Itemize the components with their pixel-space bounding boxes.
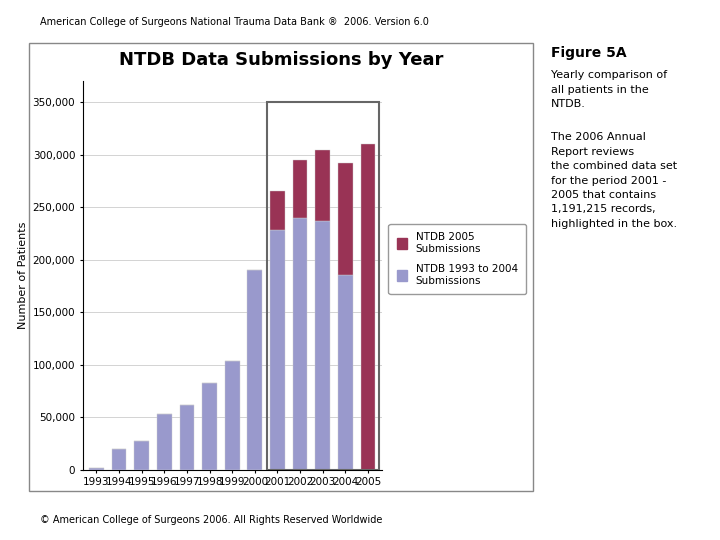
Bar — [112, 449, 127, 470]
Text: NTDB Data Submissions by Year: NTDB Data Submissions by Year — [119, 51, 443, 69]
Bar — [315, 221, 330, 470]
Bar — [157, 414, 171, 470]
Legend: NTDB 2005
Submissions, NTDB 1993 to 2004
Submissions: NTDB 2005 Submissions, NTDB 1993 to 2004… — [388, 224, 526, 294]
Bar — [225, 361, 240, 470]
Text: © American College of Surgeons 2006. All Rights Reserved Worldwide: © American College of Surgeons 2006. All… — [40, 515, 382, 525]
Bar — [179, 404, 194, 470]
Bar — [293, 218, 307, 470]
Bar — [135, 441, 149, 470]
Text: The 2006 Annual
Report reviews
the combined data set
for the period 2001 -
2005 : The 2006 Annual Report reviews the combi… — [551, 132, 677, 229]
Bar — [293, 160, 307, 218]
Bar — [338, 163, 353, 275]
Bar — [248, 270, 262, 470]
Text: American College of Surgeons National Trauma Data Bank ®  2006. Version 6.0: American College of Surgeons National Tr… — [40, 17, 428, 28]
Bar — [361, 144, 375, 470]
Text: Yearly comparison of
all patients in the
NTDB.: Yearly comparison of all patients in the… — [551, 70, 667, 109]
Bar — [315, 150, 330, 221]
Bar — [270, 230, 285, 470]
Bar — [266, 102, 379, 470]
Bar — [89, 468, 104, 470]
Bar — [270, 191, 285, 230]
Bar — [338, 275, 353, 470]
Text: Figure 5A: Figure 5A — [551, 46, 626, 60]
Y-axis label: Number of Patients: Number of Patients — [19, 222, 28, 329]
Bar — [202, 382, 217, 470]
